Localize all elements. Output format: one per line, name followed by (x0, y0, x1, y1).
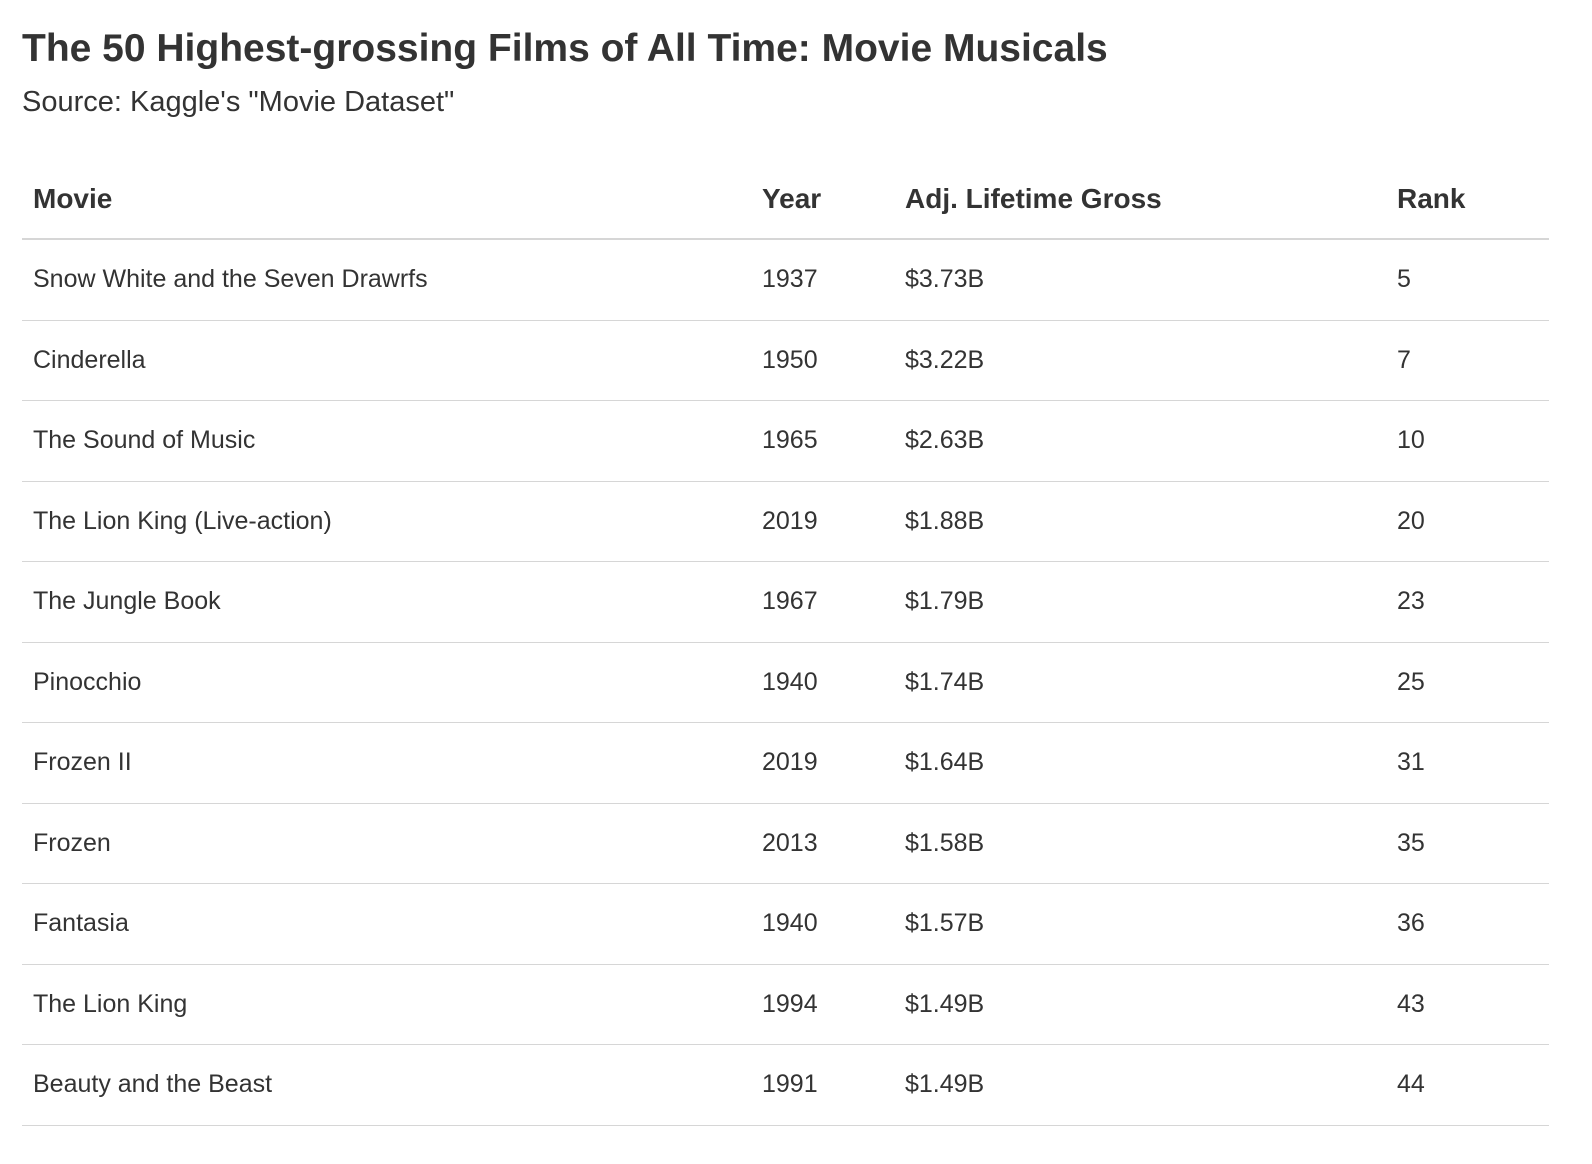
table-header: Movie Year Adj. Lifetime Gross Rank (22, 160, 1549, 240)
cell-rank: 23 (1386, 561, 1549, 643)
column-header-year[interactable]: Year (751, 160, 894, 240)
column-header-movie[interactable]: Movie (22, 160, 751, 240)
table-body: Snow White and the Seven Drawrfs 1937 $3.7… (22, 239, 1549, 1126)
cell-movie: Pinocchio (22, 642, 751, 723)
cell-rank: 36 (1386, 883, 1549, 965)
cell-gross: $1.57B (894, 883, 1386, 965)
cell-gross: $3.22B (894, 320, 1386, 401)
cell-gross: $1.58B (894, 803, 1386, 884)
table-row: The Lion King (Live-action) 2019 $1.88B 20 (22, 481, 1549, 562)
cell-movie: Frozen (22, 803, 751, 884)
cell-gross: $1.74B (894, 642, 1386, 723)
cell-gross: $1.79B (894, 561, 1386, 643)
column-header-gross[interactable]: Adj. Lifetime Gross (894, 160, 1386, 240)
cell-gross: $1.49B (894, 964, 1386, 1045)
cell-movie: Frozen II (22, 722, 751, 804)
table-row: Snow White and the Seven Drawrfs 1937 $3.7… (22, 239, 1549, 321)
cell-year: 1940 (751, 883, 894, 965)
cell-year: 1950 (751, 320, 894, 401)
cell-rank: 10 (1386, 400, 1549, 482)
cell-rank: 7 (1386, 320, 1549, 401)
header-row: Movie Year Adj. Lifetime Gross Rank (22, 160, 1549, 240)
table-row: Beauty and the Beast 1991 $1.49B 44 (22, 1044, 1549, 1126)
cell-rank: 44 (1386, 1044, 1549, 1126)
table-row: Frozen II 2019 $1.64B 31 (22, 722, 1549, 804)
page-title: The 50 Highest-grossing Films of All Tim… (22, 27, 1108, 70)
cell-year: 1965 (751, 400, 894, 482)
cell-year: 1994 (751, 964, 894, 1045)
cell-movie: Beauty and the Beast (22, 1044, 751, 1126)
cell-year: 1991 (751, 1044, 894, 1126)
table-container: The 50 Highest-grossing Films of All Tim… (22, 0, 1549, 1126)
cell-movie: Fantasia (22, 883, 751, 965)
cell-year: 2013 (751, 803, 894, 884)
table-row: Cinderella 1950 $3.22B 7 (22, 320, 1549, 401)
cell-year: 2019 (751, 722, 894, 804)
cell-gross: $2.63B (894, 400, 1386, 482)
cell-gross: $1.88B (894, 481, 1386, 562)
table-row: Fantasia 1940 $1.57B 36 (22, 883, 1549, 965)
cell-gross: $1.49B (894, 1044, 1386, 1126)
data-table: Movie Year Adj. Lifetime Gross Rank Snow… (22, 160, 1549, 1126)
cell-year: 2019 (751, 481, 894, 562)
cell-movie: Cinderella (22, 320, 751, 401)
column-header-rank[interactable]: Rank (1386, 160, 1549, 240)
cell-gross: $3.73B (894, 239, 1386, 321)
cell-rank: 35 (1386, 803, 1549, 884)
cell-rank: 43 (1386, 964, 1549, 1045)
cell-year: 1967 (751, 561, 894, 643)
cell-movie: The Lion King (Live-action) (22, 481, 751, 562)
cell-movie: Snow White and the Seven Drawrfs (22, 239, 751, 321)
cell-movie: The Lion King (22, 964, 751, 1045)
cell-rank: 25 (1386, 642, 1549, 723)
cell-rank: 31 (1386, 722, 1549, 804)
table-row: Frozen 2013 $1.58B 35 (22, 803, 1549, 884)
table-row: The Lion King 1994 $1.49B 43 (22, 964, 1549, 1045)
cell-rank: 20 (1386, 481, 1549, 562)
cell-movie: The Jungle Book (22, 561, 751, 643)
cell-year: 1937 (751, 239, 894, 321)
cell-gross: $1.64B (894, 722, 1386, 804)
table-row: The Jungle Book 1967 $1.79B 23 (22, 561, 1549, 643)
cell-rank: 5 (1386, 239, 1549, 321)
cell-year: 1940 (751, 642, 894, 723)
cell-movie: The Sound of Music (22, 400, 751, 482)
table-row: Pinocchio 1940 $1.74B 25 (22, 642, 1549, 723)
source-note: Source: Kaggle's "Movie Dataset" (22, 86, 455, 118)
table-row: The Sound of Music 1965 $2.63B 10 (22, 400, 1549, 482)
